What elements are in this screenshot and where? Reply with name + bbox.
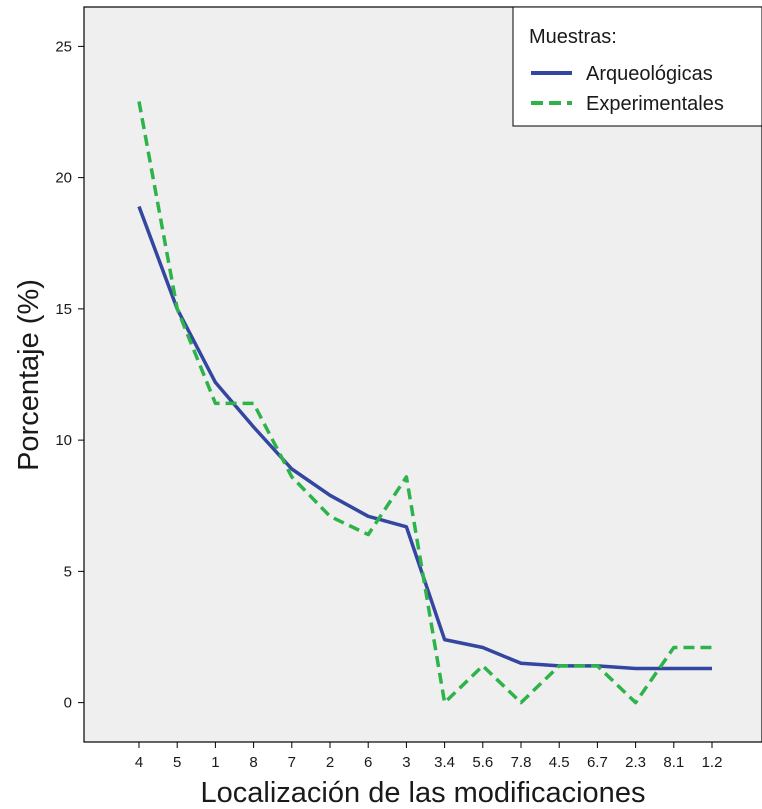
y-tick-label: 0 (64, 695, 72, 712)
plot-area (83, 6, 762, 743)
x-tick-label: 1.2 (702, 754, 723, 771)
x-tick-label: 8.1 (663, 754, 684, 771)
legend-title: Muestras: (529, 26, 617, 48)
x-tick-label: 8 (249, 754, 257, 771)
y-tick-label: 20 (55, 170, 72, 187)
legend-box (512, 6, 762, 127)
x-tick-label: 7.8 (511, 754, 532, 771)
x-tick-label: 1 (211, 754, 219, 771)
legend-label-arqueologicas: Arqueológicas (586, 63, 713, 85)
x-tick-label: 3 (402, 754, 410, 771)
x-tick-label: 6 (364, 754, 372, 771)
x-tick-label: 5.6 (472, 754, 493, 771)
y-tick-label: 25 (55, 38, 72, 55)
series-line-experimentales (137, 101, 712, 705)
x-tick-label: 2 (326, 754, 334, 771)
y-tick-label: 5 (64, 563, 72, 580)
x-tick-label: 3.4 (434, 754, 455, 771)
legend: Muestras: Arqueológicas Experimentales (512, 6, 762, 127)
legend-label-experimentales: Experimentales (586, 93, 724, 115)
x-tick-label: 2.3 (625, 754, 646, 771)
y-axis-title: Porcentaje (%) (13, 279, 45, 471)
x-tick-label: 5 (173, 754, 181, 771)
series-layer (137, 101, 712, 705)
y-axis: 0 5 10 15 20 25 (55, 38, 84, 712)
x-axis: 4 5 1 8 7 2 6 3 3.4 5.6 7.8 4.5 6.7 2.3 8.1 1.2 (135, 742, 723, 771)
y-tick-label: 15 (55, 301, 72, 318)
x-tick-label: 4.5 (549, 754, 570, 771)
x-axis-title: Localización de las modificaciones (201, 777, 646, 809)
x-tick-label: 7 (288, 754, 296, 771)
y-tick-label: 10 (55, 432, 72, 449)
x-tick-label: 6.7 (587, 754, 608, 771)
x-tick-label: 4 (135, 754, 143, 771)
